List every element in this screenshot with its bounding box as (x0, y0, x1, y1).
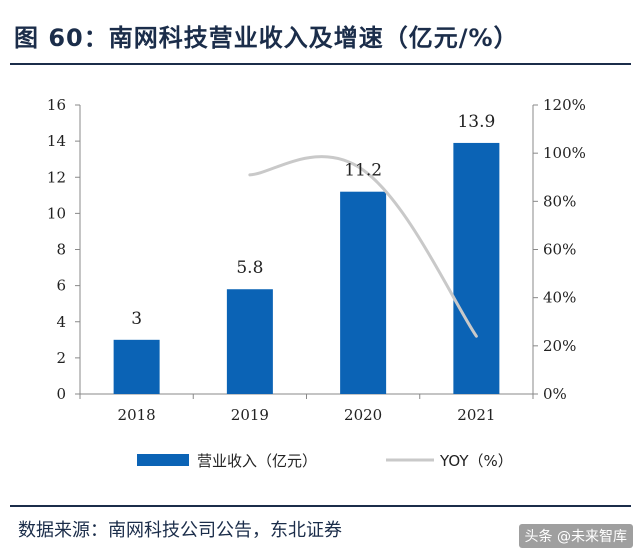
y-tick-label: 12 (47, 168, 66, 186)
y2-tick-label: 40% (543, 289, 576, 307)
yoy-line (248, 155, 478, 338)
x-tick-label: 2020 (344, 406, 382, 424)
y2-tick-label: 0% (543, 385, 567, 403)
legend-swatch-revenue (137, 454, 189, 466)
source-note: 数据来源：南网科技公司公告，东北证券 (18, 520, 342, 541)
y-tick-label: 8 (56, 241, 66, 259)
y-tick-label: 2 (56, 349, 66, 367)
y-tick-label: 16 (47, 96, 66, 114)
revenue-bar (340, 191, 387, 394)
y-tick-label: 4 (56, 313, 66, 331)
y-tick-label: 6 (56, 277, 66, 295)
x-tick-label: 2021 (457, 406, 495, 424)
legend-label-revenue: 营业收入（亿元） (197, 452, 317, 470)
x-tick-label: 2018 (118, 406, 156, 424)
revenue-data-label: 5.8 (236, 258, 263, 278)
revenue-data-label: 11.2 (344, 161, 382, 181)
x-tick-label: 2019 (231, 406, 269, 424)
footer-divider (10, 505, 631, 507)
y-tick-label: 10 (47, 204, 66, 222)
y2-tick-label: 20% (543, 337, 576, 355)
revenue-bar (113, 339, 160, 394)
revenue-bar (453, 142, 500, 394)
chart-title: 图 60：南网科技营业收入及增速（亿元/%） (14, 24, 519, 52)
y2-tick-label: 120% (543, 96, 586, 114)
revenue-bar (226, 289, 273, 394)
legend-label-yoy: YOY（%） (439, 452, 513, 470)
y2-tick-label: 60% (543, 241, 576, 259)
y-tick-label: 14 (47, 132, 66, 150)
watermark: 头条 @未来智库 (518, 524, 633, 548)
title-divider (10, 63, 631, 65)
y2-tick-label: 80% (543, 192, 576, 210)
y-tick-label: 0 (56, 385, 66, 403)
y2-tick-label: 100% (543, 144, 586, 162)
revenue-data-label: 13.9 (457, 112, 495, 132)
revenue-data-label: 3 (131, 309, 142, 329)
